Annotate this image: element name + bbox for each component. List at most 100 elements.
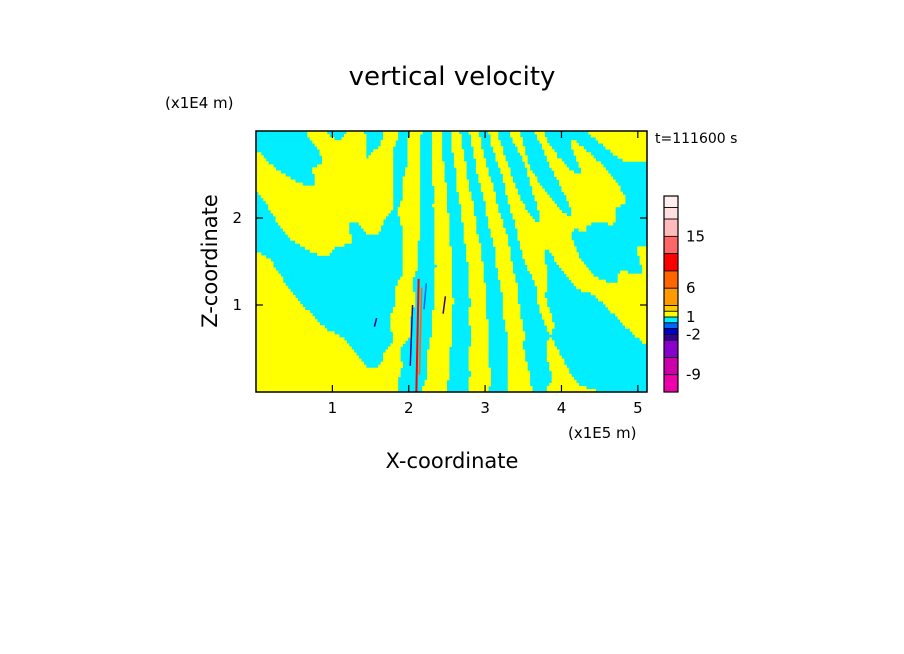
field-cell-positive	[461, 215, 477, 220]
field-cell-positive	[566, 197, 626, 202]
field-cell-positive	[554, 258, 582, 262]
field-cell-positive	[390, 316, 411, 320]
field-cell-positive	[639, 258, 647, 262]
field-cell-positive	[256, 173, 286, 177]
field-cell-positive	[505, 188, 518, 193]
field-cell-positive	[515, 143, 523, 147]
field-cell-positive	[400, 219, 421, 223]
field-cell-positive	[307, 131, 328, 135]
field-cell-positive	[309, 249, 333, 253]
field-cell-positive	[532, 273, 548, 278]
colorbar-swatch	[663, 328, 679, 335]
field-cell-positive	[607, 307, 647, 311]
field-cell-positive	[468, 361, 489, 366]
field-cell-positive	[390, 313, 413, 317]
field-cell-positive	[502, 316, 521, 320]
field-cell-positive	[373, 149, 394, 153]
field-cell-positive	[424, 379, 448, 384]
field-cell-positive	[431, 158, 443, 162]
field-cell-positive	[561, 267, 589, 271]
field-cell-positive	[495, 252, 511, 256]
field-cell-positive	[383, 355, 401, 360]
field-cell-positive	[295, 240, 352, 244]
field-cell-positive	[458, 200, 474, 205]
field-cell-positive	[517, 149, 526, 153]
field-cell-positive	[256, 179, 296, 183]
strong-velocity-streak	[423, 283, 428, 310]
field-cell-positive	[468, 279, 484, 284]
field-cell-positive	[468, 288, 487, 293]
field-cell-positive	[546, 346, 557, 350]
field-cell-positive	[576, 158, 597, 162]
field-cell-positive	[256, 316, 316, 320]
field-cell-positive	[427, 361, 450, 366]
field-cell-positive	[405, 173, 421, 177]
field-cell-positive	[539, 140, 548, 144]
field-cell-positive	[471, 325, 489, 329]
field-cell-positive	[471, 373, 491, 378]
field-cell-positive	[546, 343, 555, 347]
field-cell-positive	[507, 382, 531, 387]
field-cell-positive	[434, 249, 452, 253]
field-cell-positive	[468, 276, 484, 281]
colorbar-swatch	[663, 357, 679, 376]
field-cell-positive	[451, 143, 462, 147]
field-cell-positive	[312, 167, 394, 171]
field-cell-positive	[256, 319, 318, 323]
field-cell-positive	[434, 228, 450, 232]
field-cell-positive	[505, 191, 518, 196]
strong-velocity-streak	[409, 304, 414, 366]
field-cell-positive	[561, 185, 621, 190]
field-cell-positive	[395, 291, 416, 296]
strong-velocity-streak	[373, 317, 378, 327]
field-cell-positive	[488, 215, 501, 220]
x-tick-label: 4	[557, 399, 567, 417]
field-cell-positive	[468, 285, 487, 290]
field-cell-positive	[502, 179, 513, 183]
field-cell-positive	[290, 237, 352, 241]
field-cell-positive	[625, 325, 647, 329]
field-cell-positive	[546, 352, 560, 356]
field-cell-positive	[539, 219, 616, 223]
field-cell-positive	[434, 243, 450, 247]
colorbar-swatch	[663, 339, 679, 358]
field-cell-positive	[434, 212, 450, 217]
field-cell-positive	[256, 349, 355, 353]
field-cell-positive	[422, 388, 448, 392]
field-cell-positive	[361, 225, 382, 229]
field-cell-positive	[256, 297, 298, 302]
field-cell-positive	[515, 225, 587, 229]
field-cell-positive	[256, 337, 345, 341]
field-cell-positive	[507, 355, 526, 360]
field-cell-positive	[468, 270, 484, 275]
field-cell-positive	[256, 328, 328, 332]
field-cell-positive	[581, 170, 609, 174]
field-cell-positive	[507, 379, 531, 384]
field-cell-positive	[642, 267, 647, 271]
field-cell-positive	[402, 249, 418, 253]
x-axis-label: X-coordinate	[386, 449, 519, 473]
field-cell-positive	[400, 215, 421, 220]
field-cell-positive	[500, 170, 511, 174]
field-cell-positive	[590, 134, 647, 138]
field-cell-positive	[537, 206, 560, 211]
field-cell-positive	[453, 152, 465, 156]
field-cell-positive	[497, 270, 513, 275]
field-cell-positive	[507, 340, 523, 344]
field-cell-positive	[541, 313, 553, 317]
field-cell-positive	[431, 152, 443, 156]
field-cell-positive	[424, 382, 448, 387]
field-cell-positive	[402, 267, 418, 271]
field-cell-positive	[551, 373, 572, 378]
field-cell-positive	[581, 167, 606, 171]
field-cell-positive	[500, 282, 518, 287]
field-cell-positive	[314, 179, 394, 183]
field-cell-positive	[431, 155, 443, 159]
field-cell-positive	[256, 270, 279, 275]
field-cell-positive	[559, 182, 619, 187]
field-cell-positive	[534, 282, 548, 287]
field-cell-positive	[566, 194, 626, 199]
field-cell-positive	[256, 373, 401, 378]
field-cell-positive	[578, 161, 601, 165]
